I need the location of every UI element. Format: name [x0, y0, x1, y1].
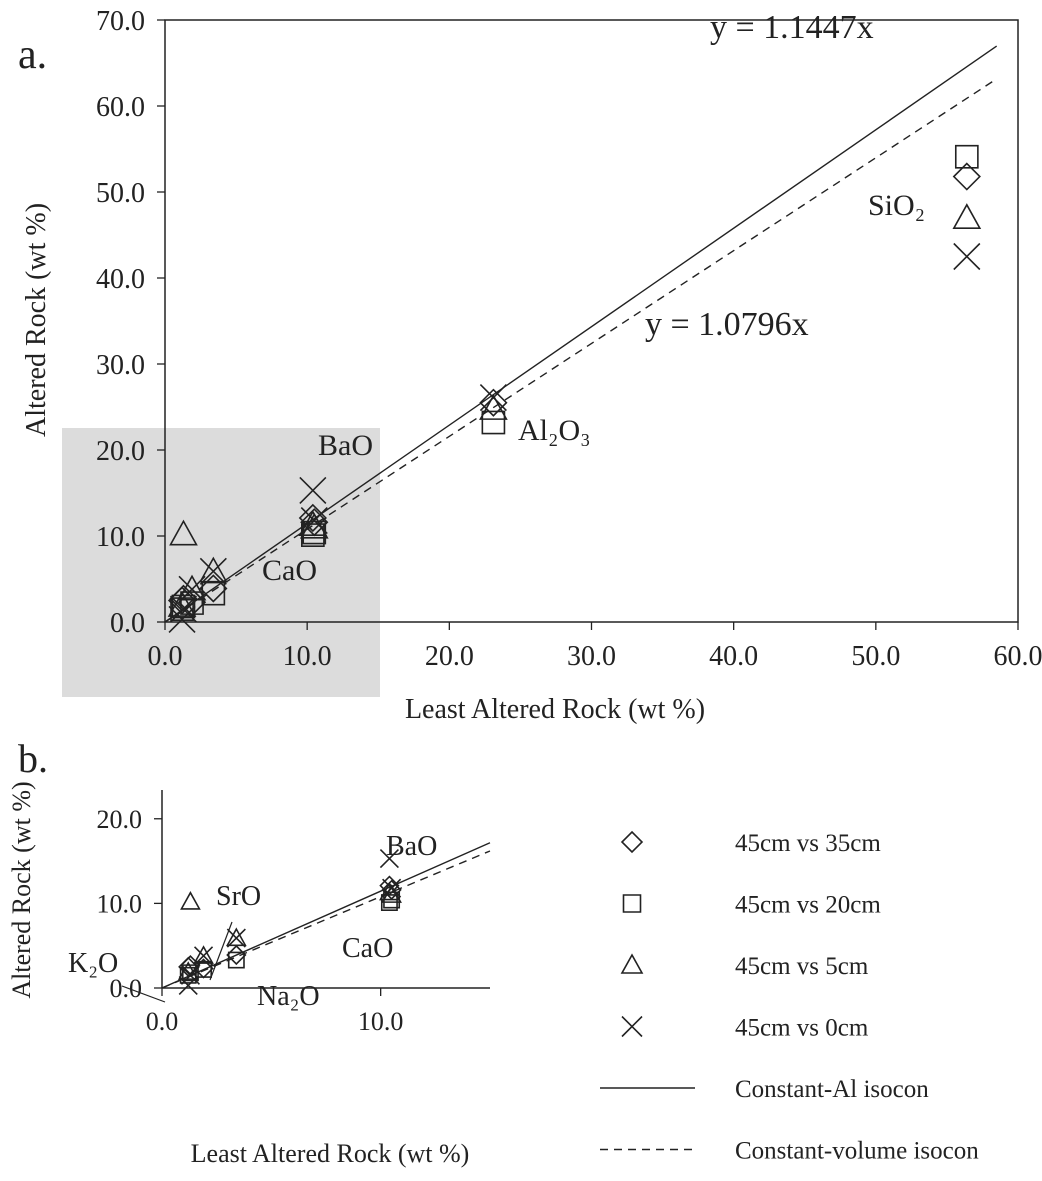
x-tick-label: 60.0: [994, 641, 1042, 672]
y-tick-label: 10.0: [96, 522, 145, 553]
y-tick-label: 60.0: [96, 92, 145, 123]
y-tick-label: 20.0: [96, 436, 145, 467]
y-tick-label: 20.0: [97, 805, 143, 834]
x-tick-label: 0.0: [146, 1007, 179, 1036]
annotation: BaO: [318, 429, 373, 462]
marker-triangle: [181, 893, 199, 909]
x-tick-label: 20.0: [425, 641, 474, 672]
panel-label: b.: [18, 736, 48, 781]
legend-label: 45cm vs 0cm: [735, 1014, 869, 1041]
annotation: SiO₂: [868, 189, 925, 222]
x-tick-label: 50.0: [851, 641, 900, 672]
legend-label: Constant-volume isocon: [735, 1137, 979, 1164]
legend-label: 45cm vs 20cm: [735, 891, 881, 918]
marker-cross: [954, 244, 980, 270]
y-axis-title: Altered Rock (wt %): [7, 781, 36, 998]
y-tick-label: 10.0: [97, 889, 143, 918]
legend-marker: [624, 895, 641, 912]
annotation: CaO: [262, 554, 317, 587]
legend-marker: [622, 1017, 642, 1037]
x-tick-label: 40.0: [709, 641, 758, 672]
x-axis-title: Least Altered Rock (wt %): [405, 694, 705, 725]
annotation: Na₂O: [257, 981, 320, 1012]
isocon-label: y = 1.0796x: [645, 306, 809, 343]
x-tick-label: 10.0: [358, 1007, 404, 1036]
marker-triangle: [954, 205, 980, 228]
annotation: Al₂O₃: [518, 414, 591, 447]
marker-cross: [480, 385, 506, 411]
y-tick-label: 40.0: [96, 264, 145, 295]
legend-label: 45cm vs 35cm: [735, 830, 881, 857]
y-tick-label: 0.0: [110, 608, 145, 639]
annotation: CaO: [342, 933, 393, 964]
isocon-label: y = 1.1447x: [710, 9, 874, 46]
legend-marker: [622, 955, 642, 973]
marker-cross: [227, 929, 245, 947]
x-tick-label: 30.0: [567, 641, 616, 672]
legend-label: Constant-Al isocon: [735, 1076, 929, 1103]
x-axis-title: Least Altered Rock (wt %): [191, 1139, 470, 1168]
y-tick-label: 50.0: [96, 178, 145, 209]
y-tick-label: 30.0: [96, 350, 145, 381]
panel-label: a.: [18, 32, 47, 78]
x-tick-label: 10.0: [283, 641, 332, 672]
annotation: SrO: [216, 881, 261, 912]
isocon-line: [165, 46, 997, 622]
y-axis-title: Altered Rock (wt %): [21, 203, 52, 437]
legend-label: 45cm vs 5cm: [735, 953, 869, 980]
legend-marker: [622, 832, 642, 852]
y-tick-label: 70.0: [96, 6, 145, 37]
annotation: K₂O: [68, 948, 118, 979]
x-tick-label: 0.0: [148, 641, 183, 672]
annotation: BaO: [386, 831, 437, 862]
isocon-line: [165, 79, 997, 622]
